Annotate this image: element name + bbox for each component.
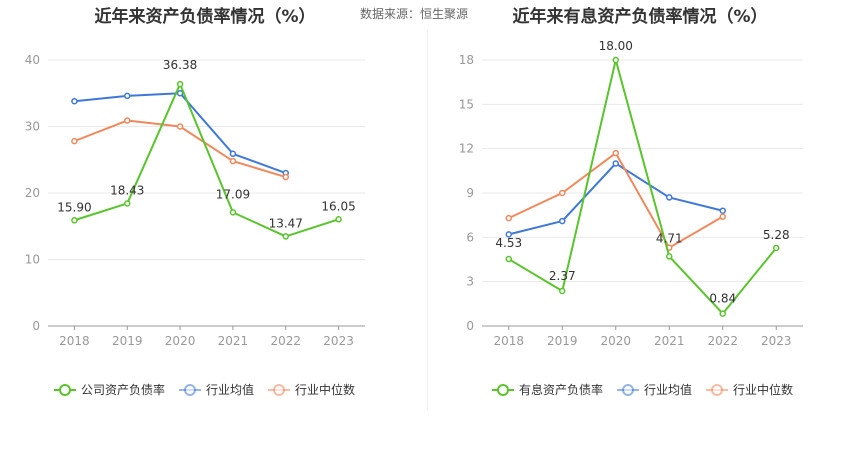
y-tick-label: 0 (466, 319, 474, 333)
x-tick-label: 2022 (270, 334, 301, 348)
x-tick-label: 2020 (600, 334, 631, 348)
data-label: 13.47 (269, 216, 303, 230)
legend-label: 有息资产负债率 (519, 383, 604, 397)
data-point-industry-avg[interactable] (559, 217, 566, 225)
data-point-company[interactable] (229, 209, 237, 216)
x-tick-label: 2021 (218, 334, 249, 348)
x-tick-label: 2018 (493, 334, 524, 348)
legend-label: 行业均值 (206, 383, 255, 397)
legend-label: 行业均值 (644, 383, 693, 397)
y-tick-label: 9 (466, 186, 474, 200)
data-point-industry-avg[interactable] (719, 207, 726, 214)
series-line-industry-median (508, 152, 724, 249)
legend-label: 行业中位数 (733, 383, 794, 397)
data-label: 15.90 (57, 200, 91, 214)
y-tick-label: 18 (459, 53, 474, 67)
chart-title-debt-ratio: 近年来资产负债率情况（%） (94, 7, 316, 27)
data-label: 4.53 (495, 236, 522, 250)
panel-divider (427, 30, 428, 410)
data-label: 18.00 (599, 39, 633, 53)
data-point-company[interactable] (124, 200, 131, 207)
x-tick-label: 2018 (59, 334, 90, 348)
data-label: 5.28 (763, 228, 790, 242)
data-label: 2.37 (549, 269, 576, 283)
y-tick-label: 3 (466, 275, 474, 289)
data-point-company[interactable] (71, 217, 78, 224)
data-point-company[interactable] (773, 244, 780, 252)
data-point-industry-median[interactable] (719, 213, 726, 220)
data-point-company[interactable] (335, 216, 342, 223)
legend-marker (54, 383, 76, 396)
data-label: 18.43 (110, 183, 144, 197)
interest-debt-ratio-legend: 有息资产负债率 行业均值 行业中位数 (492, 381, 807, 398)
y-tick-label: 40 (25, 53, 40, 67)
data-point-company[interactable] (176, 80, 184, 88)
data-label: 0.84 (709, 292, 736, 306)
data-point-industry-avg[interactable] (666, 194, 673, 201)
legend-marker (492, 383, 514, 396)
legend-item-industry-avg[interactable]: 行业均值 (617, 381, 692, 398)
legend-item-company[interactable]: 有息资产负债率 (492, 381, 603, 398)
data-point-company[interactable] (719, 310, 726, 317)
legend-item-industry-median[interactable]: 行业中位数 (268, 381, 355, 398)
data-point-industry-median[interactable] (612, 149, 619, 157)
y-tick-label: 15 (459, 97, 474, 111)
x-tick-label: 2021 (654, 334, 685, 348)
legend-item-industry-avg[interactable]: 行业均值 (179, 381, 254, 398)
legend-label: 公司资产负债率 (81, 383, 166, 397)
y-tick-label: 10 (25, 253, 40, 267)
data-point-industry-avg[interactable] (124, 92, 131, 100)
series-line-company (508, 59, 778, 315)
data-point-industry-median[interactable] (282, 173, 289, 181)
y-tick-label: 0 (32, 319, 40, 333)
data-point-industry-median[interactable] (559, 189, 566, 197)
data-point-industry-median[interactable] (124, 117, 131, 124)
legend-item-company[interactable]: 公司资产负债率 (54, 381, 165, 398)
series-line-industry-avg (74, 92, 287, 174)
data-point-company[interactable] (666, 253, 673, 260)
chart-title-interest-debt-ratio: 近年来有息资产负债率情况（%） (512, 7, 768, 27)
x-tick-label: 2019 (547, 334, 578, 348)
data-point-industry-median[interactable] (71, 137, 78, 145)
legend-item-industry-median[interactable]: 行业中位数 (706, 381, 793, 398)
data-label: 17.09 (216, 187, 250, 201)
data-label: 16.05 (321, 199, 355, 213)
x-tick-label: 2019 (112, 334, 143, 348)
legend-marker (617, 383, 640, 396)
data-point-company[interactable] (282, 233, 289, 240)
x-tick-label: 2023 (761, 334, 792, 348)
legend-label: 行业中位数 (295, 383, 356, 397)
legend-marker (706, 383, 729, 396)
data-point-industry-avg[interactable] (505, 231, 512, 238)
data-point-industry-median[interactable] (176, 123, 184, 130)
x-tick-label: 2022 (707, 334, 738, 348)
data-point-company[interactable] (559, 287, 566, 295)
data-label: 4.71 (656, 231, 683, 245)
debt-ratio-legend: 公司资产负债率 行业均值 行业中位数 (54, 381, 369, 398)
data-label: 36.38 (163, 58, 197, 72)
data-source-label: 数据来源：恒生聚源 (360, 7, 469, 21)
x-tick-label: 2023 (323, 334, 354, 348)
data-point-industry-avg[interactable] (612, 160, 619, 167)
data-point-industry-avg[interactable] (176, 90, 184, 97)
y-tick-label: 12 (459, 142, 474, 156)
legend-marker (268, 383, 291, 396)
x-tick-label: 2020 (165, 334, 196, 348)
interest-debt-ratio-chart: 0 3 6 9 12 15 18 2018 2019 2020 2021 2022 2023 4.53 2.… (459, 39, 803, 348)
data-point-industry-median[interactable] (505, 214, 512, 222)
y-tick-label: 6 (466, 230, 474, 244)
data-point-company[interactable] (612, 56, 619, 64)
legend-marker (179, 383, 202, 396)
data-point-company[interactable] (505, 255, 512, 263)
data-point-industry-avg[interactable] (71, 97, 78, 105)
data-point-industry-avg[interactable] (229, 150, 237, 158)
series-line-company (74, 83, 339, 238)
y-tick-label: 20 (25, 186, 40, 200)
series-line-industry-avg (508, 162, 723, 236)
y-tick-label: 30 (25, 120, 40, 134)
debt-ratio-chart: 0 10 20 30 40 2018 2019 2020 2021 2022 2023 15.90 18… (25, 53, 365, 348)
data-point-industry-median[interactable] (229, 157, 237, 165)
